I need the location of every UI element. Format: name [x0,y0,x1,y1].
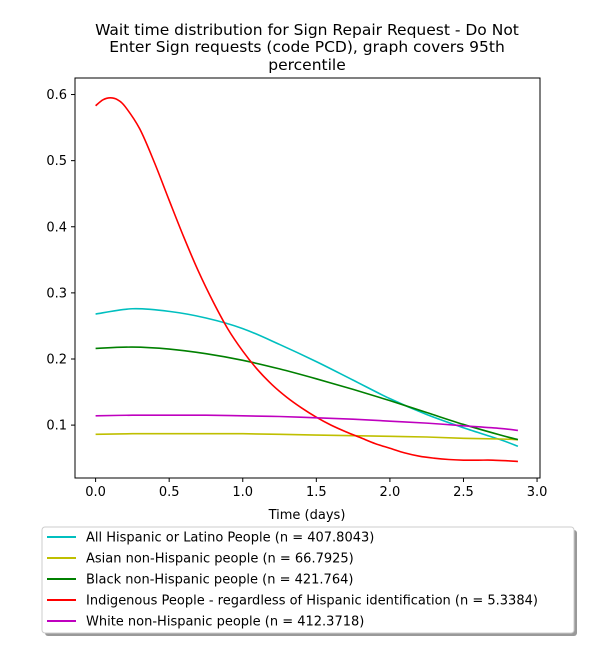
legend-entries: All Hispanic or Latino People (n = 407.8… [47,531,538,630]
series-line-1 [95,307,519,448]
chart-title: Wait time distribution for Sign Repair R… [95,21,519,74]
y-tick-label: 0.5 [46,154,67,169]
series-line-5 [95,414,519,432]
series-layer [95,97,519,463]
y-tick-label: 0.1 [46,419,67,434]
title-line-3: percentile [268,56,346,74]
legend-label-1: All Hispanic or Latino People (n = 407.8… [86,531,374,546]
x-tick-label: 2.0 [380,485,401,500]
x-axis: 0.0 0.5 1.0 1.5 2.0 2.5 3.0 [85,478,547,500]
x-tick-label: 1.5 [306,485,327,500]
y-axis: 0.1 0.2 0.3 0.4 0.5 0.6 [46,88,75,434]
y-tick-label: 0.6 [46,88,67,103]
x-tick-label: 0.5 [159,485,180,500]
y-tick-label: 0.3 [46,286,67,301]
x-axis-label: Time (days) [268,508,346,523]
legend-label-3: Black non-Hispanic people (n = 421.764) [86,573,353,588]
legend-box [41,526,575,634]
legend-label-5: White non-Hispanic people (n = 412.3718) [86,615,364,630]
legend: All Hispanic or Latino People (n = 407.8… [41,526,577,636]
legend-label-4: Indigenous People - regardless of Hispan… [86,594,538,609]
title-line-1: Wait time distribution for Sign Repair R… [95,21,519,39]
y-tick-label: 0.4 [46,220,67,235]
x-tick-label: 0.0 [85,485,106,500]
x-tick-label: 2.5 [453,485,474,500]
x-tick-label: 3.0 [527,485,548,500]
legend-label-2: Asian non-Hispanic people (n = 66.7925) [86,552,354,567]
y-tick-label: 0.2 [46,352,67,367]
series-line-3 [95,346,519,441]
plot-frame [74,77,541,479]
series-line-2 [95,432,518,441]
x-tick-label: 1.0 [232,485,253,500]
series-line-4 [95,97,518,463]
title-line-2: Enter Sign requests (code PCD), graph co… [109,38,505,56]
